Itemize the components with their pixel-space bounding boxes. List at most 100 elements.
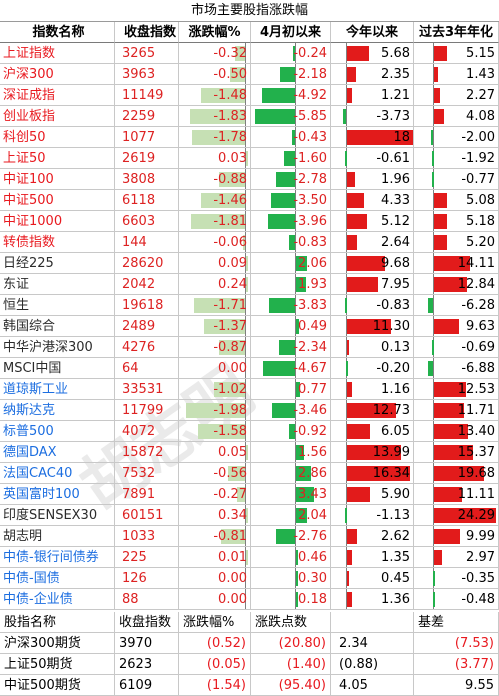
mon-bar bbox=[263, 361, 295, 376]
mon-cell: -0.92 bbox=[251, 421, 331, 442]
chg-value: 0.05 bbox=[218, 445, 247, 460]
table-row: 沪深300 3963 -0.50 -2.18 2.35 1.43 bbox=[0, 64, 499, 85]
y3-cell: 5.08 bbox=[414, 190, 499, 211]
y3-bar bbox=[432, 172, 435, 187]
chg-cell: -0.87 bbox=[179, 337, 251, 358]
chg-bar bbox=[200, 88, 245, 103]
futures-pts: (95.40) bbox=[251, 675, 331, 696]
mon-cell: 0.30 bbox=[251, 568, 331, 589]
index-name: 日经225 bbox=[0, 253, 115, 274]
mon-bar bbox=[280, 67, 295, 82]
mon-axis bbox=[295, 190, 296, 210]
y3-value: -2.00 bbox=[461, 130, 495, 145]
y3-value: -0.77 bbox=[461, 172, 495, 187]
ytd-bar bbox=[347, 277, 378, 292]
chg-axis bbox=[245, 400, 246, 420]
y3-axis bbox=[433, 400, 434, 420]
chg-axis bbox=[245, 85, 246, 105]
mon-bar bbox=[276, 172, 295, 187]
ytd-bar bbox=[347, 67, 357, 82]
mon-cell: -0.24 bbox=[251, 43, 331, 64]
mon-bar bbox=[293, 46, 296, 61]
close-value: 15872 bbox=[115, 442, 179, 463]
table-row: 创业板指 2259 -1.83 -5.85 -3.73 4.08 bbox=[0, 106, 499, 127]
mon-value: 2.06 bbox=[298, 256, 327, 271]
chg-bar bbox=[191, 130, 245, 145]
y3-cell: 19.68 bbox=[414, 463, 499, 484]
y3-cell: 11.11 bbox=[414, 484, 499, 505]
mon-axis bbox=[295, 295, 296, 315]
ytd-bar bbox=[347, 235, 358, 250]
y3-axis bbox=[433, 484, 434, 504]
futures-basis: 9.55 bbox=[414, 675, 499, 696]
y3-axis bbox=[433, 505, 434, 525]
ytd-cell: -0.61 bbox=[331, 148, 414, 169]
y3-value: 12.53 bbox=[457, 382, 495, 397]
index-name: 中华沪港深300 bbox=[0, 337, 115, 358]
mon-bar bbox=[296, 445, 305, 460]
index-name: 中证500 bbox=[0, 190, 115, 211]
mon-bar bbox=[271, 403, 295, 418]
close-value: 1077 bbox=[115, 127, 179, 148]
y3-bar bbox=[428, 298, 433, 313]
y3-value: -6.88 bbox=[461, 361, 495, 376]
y3-bar bbox=[431, 130, 434, 145]
y3-bar bbox=[434, 508, 497, 523]
y3-cell: -0.77 bbox=[414, 169, 499, 190]
chg-cell: -1.81 bbox=[179, 211, 251, 232]
futures-pts: (1.40) bbox=[251, 654, 331, 675]
ytd-value: -3.73 bbox=[376, 109, 410, 124]
chg-cell: -0.32 bbox=[179, 43, 251, 64]
mon-bar bbox=[268, 214, 295, 229]
futures-basis: (7.53) bbox=[414, 633, 499, 654]
mon-axis bbox=[295, 505, 296, 525]
chg-cell: 0.00 bbox=[179, 358, 251, 379]
ytd-value: 9.68 bbox=[381, 256, 410, 271]
mon-cell: -5.85 bbox=[251, 106, 331, 127]
mon-axis bbox=[295, 379, 296, 399]
ytd-cell: 13.99 bbox=[331, 442, 414, 463]
close-value: 7532 bbox=[115, 463, 179, 484]
mon-value: -3.46 bbox=[293, 403, 327, 418]
chg-value: 0.34 bbox=[218, 508, 247, 523]
ytd-axis bbox=[346, 316, 347, 336]
chg-cell: -0.88 bbox=[179, 169, 251, 190]
ytd-bar bbox=[347, 487, 370, 502]
ytd-cell: 2.62 bbox=[331, 526, 414, 547]
table-row: 胡志明 1033 -0.81 -2.76 2.62 9.99 bbox=[0, 526, 499, 547]
ytd-cell: 7.95 bbox=[331, 274, 414, 295]
y3-cell: 5.18 bbox=[414, 211, 499, 232]
y3-axis bbox=[433, 463, 434, 483]
mon-axis bbox=[295, 358, 296, 378]
ytd-axis bbox=[346, 442, 347, 462]
chg-cell: 0.00 bbox=[179, 568, 251, 589]
futures-header-row: 股指名称 收盘指数 涨跌幅% 涨跌点数 基差 bbox=[0, 612, 499, 633]
mon-value: -0.43 bbox=[293, 130, 327, 145]
y3-cell: -6.28 bbox=[414, 295, 499, 316]
chg-cell: 0.09 bbox=[179, 253, 251, 274]
chg-value: 0.00 bbox=[218, 592, 247, 607]
chg-bar bbox=[246, 151, 248, 166]
mon-value: 1.56 bbox=[298, 445, 327, 460]
ytd-bar bbox=[347, 550, 353, 565]
mon-cell: 1.93 bbox=[251, 274, 331, 295]
index-name: 纳斯达克 bbox=[0, 400, 115, 421]
chg-cell: -1.78 bbox=[179, 127, 251, 148]
chg-value: 0.00 bbox=[218, 571, 247, 586]
table-row: 中华沪港深300 4276 -0.87 -2.34 0.13 -0.69 bbox=[0, 337, 499, 358]
mon-axis bbox=[295, 421, 296, 441]
close-value: 4276 bbox=[115, 337, 179, 358]
chg-value: -0.50 bbox=[213, 67, 247, 82]
ytd-bar bbox=[347, 571, 349, 586]
y3-cell: 13.40 bbox=[414, 421, 499, 442]
ytd-axis bbox=[346, 568, 347, 588]
y3-cell: -6.88 bbox=[414, 358, 499, 379]
table-row: 中债-银行间债券 225 0.01 0.46 1.35 2.97 bbox=[0, 547, 499, 568]
close-value: 144 bbox=[115, 232, 179, 253]
mon-cell: -2.78 bbox=[251, 169, 331, 190]
index-name: 东证 bbox=[0, 274, 115, 295]
table-row: MSCI中国 64 0.00 -4.67 -0.20 -6.88 bbox=[0, 358, 499, 379]
ytd-value: 11.30 bbox=[372, 319, 410, 334]
ytd-axis bbox=[346, 43, 347, 63]
mon-cell: -4.67 bbox=[251, 358, 331, 379]
